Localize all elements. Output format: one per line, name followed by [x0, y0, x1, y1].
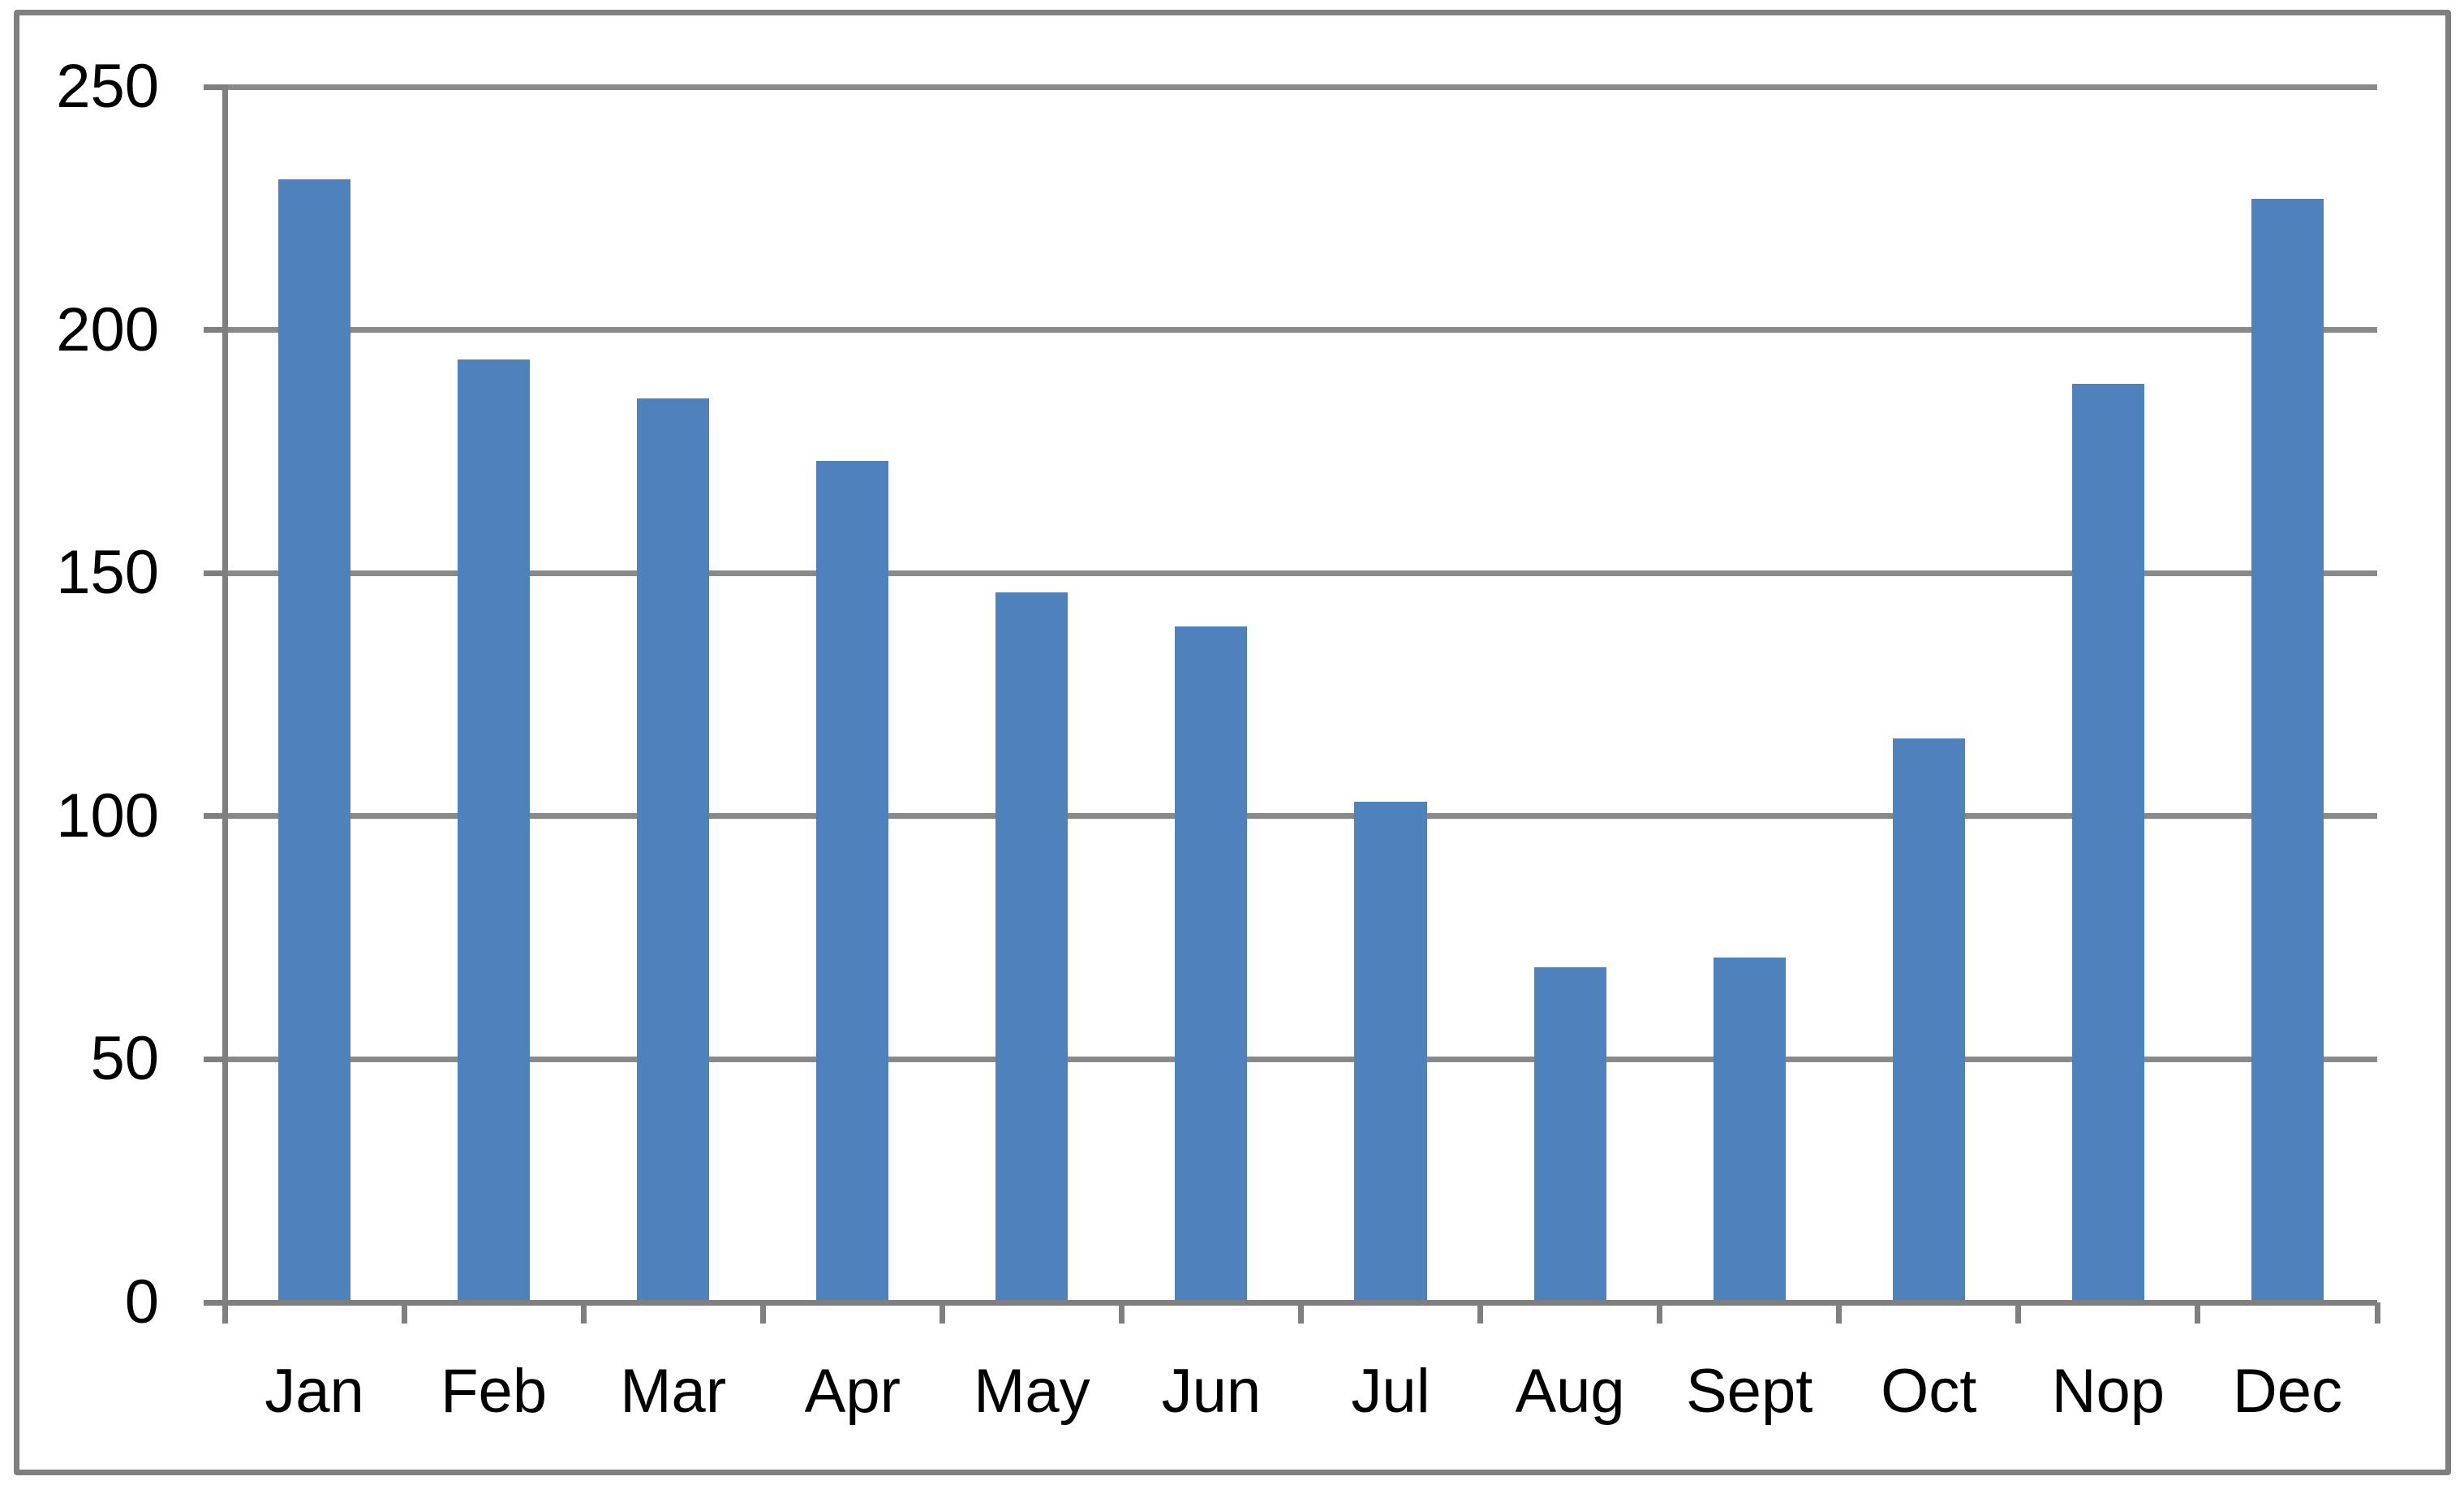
y-axis-line: [221, 84, 228, 1302]
gridline-250: [225, 84, 2377, 90]
x-tick-2: [580, 1302, 587, 1324]
bar-column-oct: [1839, 87, 2019, 1302]
bar-nop: [2071, 383, 2144, 1302]
x-axis-label-jun: Jun: [1161, 1357, 1262, 1426]
bar-column-mar: [583, 87, 763, 1302]
x-axis-labels: Jan Feb Mar Apr May Jun Jul Aug Sept Oct Nop Dec: [225, 1360, 2377, 1423]
y-tick-0: [204, 1299, 225, 1306]
y-axis-label-200: 200: [56, 295, 159, 364]
y-axis-label-100: 100: [56, 781, 159, 850]
bar-apr: [816, 461, 889, 1302]
x-axis-label-sept: Sept: [1685, 1357, 1813, 1426]
y-axis-labels: 0 50 100 150 200 250: [0, 55, 159, 1334]
y-axis-label-250: 250: [56, 52, 159, 121]
x-tick-5: [1118, 1302, 1124, 1324]
x-axis-label-jul: Jul: [1351, 1357, 1430, 1426]
bar-feb: [458, 359, 531, 1302]
bar-jul: [1354, 801, 1427, 1302]
bar-jan: [277, 179, 351, 1302]
y-axis-label-50: 50: [90, 1024, 159, 1094]
x-tick-9: [1836, 1302, 1843, 1324]
x-axis-label-oct: Oct: [1881, 1357, 1977, 1426]
x-tick-7: [1477, 1302, 1484, 1324]
x-axis-label-feb: Feb: [441, 1357, 548, 1426]
x-tick-12: [2374, 1302, 2380, 1324]
x-tick-0: [221, 1302, 228, 1324]
x-axis-label-dec: Dec: [2232, 1357, 2342, 1426]
x-tick-11: [2195, 1302, 2201, 1324]
bar-series: [225, 87, 2377, 1302]
x-axis-label-nop: Nop: [2051, 1357, 2165, 1426]
bar-column-aug: [1481, 87, 1660, 1302]
y-tick-50: [204, 1056, 225, 1062]
x-tick-8: [1657, 1302, 1663, 1324]
gridline-200: [225, 327, 2377, 334]
bar-mar: [637, 398, 710, 1302]
chart-frame: [14, 10, 2451, 1475]
gridline-50: [225, 1056, 2377, 1062]
x-axis-label-mar: Mar: [620, 1357, 727, 1426]
bar-may: [995, 592, 1069, 1302]
bar-column-jun: [1121, 87, 1301, 1302]
bar-jun: [1175, 626, 1248, 1302]
plot-area: [204, 84, 2380, 1324]
x-axis-label-aug: Aug: [1515, 1357, 1625, 1426]
x-axis-label-jan: Jan: [264, 1357, 364, 1426]
y-tick-200: [204, 327, 225, 334]
gridline-100: [225, 813, 2377, 820]
x-tick-3: [759, 1302, 766, 1324]
x-tick-1: [401, 1302, 407, 1324]
y-axis-label-0: 0: [124, 1268, 159, 1336]
bar-column-jan: [225, 87, 404, 1302]
bar-dec: [2251, 198, 2324, 1302]
y-tick-100: [204, 813, 225, 820]
y-tick-250: [204, 84, 225, 90]
y-tick-150: [204, 570, 225, 576]
bar-column-apr: [763, 87, 942, 1302]
bar-oct: [1892, 738, 1965, 1302]
x-tick-6: [1298, 1302, 1304, 1324]
y-axis-label-150: 150: [56, 538, 159, 608]
bar-column-sept: [1660, 87, 1839, 1302]
bar-column-nop: [2019, 87, 2198, 1302]
bar-column-may: [942, 87, 1121, 1302]
bar-sept: [1713, 957, 1786, 1302]
bar-column-feb: [404, 87, 583, 1302]
bar-aug: [1533, 966, 1606, 1302]
bar-column-jul: [1301, 87, 1480, 1302]
gridline-150: [225, 570, 2377, 576]
x-tick-4: [939, 1302, 945, 1324]
x-axis-label-may: May: [974, 1357, 1090, 1426]
x-tick-10: [2015, 1302, 2022, 1324]
bar-column-dec: [2198, 87, 2377, 1302]
x-axis-label-apr: Apr: [804, 1357, 901, 1426]
